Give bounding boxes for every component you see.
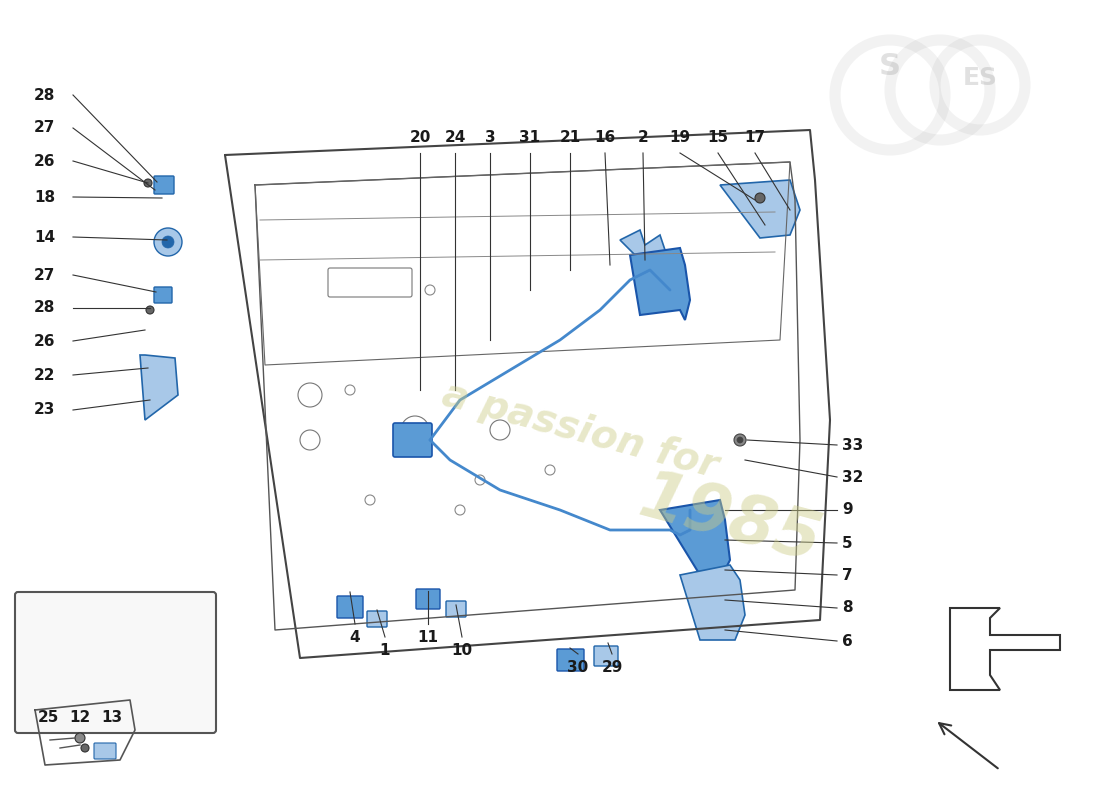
FancyBboxPatch shape	[416, 589, 440, 609]
FancyBboxPatch shape	[367, 611, 387, 627]
Polygon shape	[660, 500, 730, 580]
Text: 1: 1	[379, 643, 390, 658]
Text: 5: 5	[842, 535, 852, 550]
Text: a passion for: a passion for	[438, 375, 722, 485]
Text: 28: 28	[34, 301, 55, 315]
FancyBboxPatch shape	[446, 601, 466, 617]
Text: 16: 16	[594, 130, 616, 145]
Text: 8: 8	[842, 601, 852, 615]
Text: 12: 12	[69, 710, 90, 726]
Text: ES: ES	[962, 66, 998, 90]
FancyBboxPatch shape	[154, 287, 172, 303]
FancyBboxPatch shape	[154, 176, 174, 194]
Text: 26: 26	[33, 154, 55, 169]
Circle shape	[755, 193, 764, 203]
Text: S: S	[879, 52, 901, 81]
Text: 30: 30	[568, 660, 588, 675]
Text: 26: 26	[33, 334, 55, 349]
Circle shape	[162, 236, 174, 248]
Text: 19: 19	[670, 130, 691, 145]
Circle shape	[146, 306, 154, 314]
Text: 6: 6	[842, 634, 852, 649]
Text: 27: 27	[34, 121, 55, 135]
Text: 11: 11	[418, 630, 439, 645]
Text: 14: 14	[34, 230, 55, 245]
Text: 15: 15	[707, 130, 728, 145]
Text: 4: 4	[350, 630, 361, 645]
Text: 20: 20	[409, 130, 431, 145]
FancyBboxPatch shape	[393, 423, 432, 457]
Text: 28: 28	[34, 87, 55, 102]
Circle shape	[734, 434, 746, 446]
Text: 13: 13	[101, 710, 122, 726]
FancyBboxPatch shape	[594, 646, 618, 666]
Text: 10: 10	[451, 643, 473, 658]
Text: 32: 32	[842, 470, 864, 485]
FancyBboxPatch shape	[15, 592, 216, 733]
Polygon shape	[630, 248, 690, 320]
Text: 2: 2	[638, 130, 648, 145]
Polygon shape	[680, 565, 745, 640]
Circle shape	[154, 228, 182, 256]
Text: 1985: 1985	[631, 464, 828, 576]
Text: 9: 9	[842, 502, 852, 518]
Circle shape	[81, 744, 89, 752]
Polygon shape	[140, 355, 178, 420]
Text: 27: 27	[34, 267, 55, 282]
Text: 7: 7	[842, 567, 852, 582]
Polygon shape	[720, 180, 800, 238]
FancyBboxPatch shape	[337, 596, 363, 618]
Text: 33: 33	[842, 438, 864, 453]
Text: 25: 25	[37, 710, 58, 726]
Text: 22: 22	[33, 367, 55, 382]
Text: 29: 29	[602, 660, 623, 675]
Text: 23: 23	[34, 402, 55, 418]
Text: 3: 3	[485, 130, 495, 145]
Circle shape	[144, 179, 152, 187]
FancyBboxPatch shape	[557, 649, 584, 671]
Polygon shape	[620, 230, 670, 280]
FancyBboxPatch shape	[94, 743, 115, 759]
Text: 18: 18	[34, 190, 55, 205]
Text: 21: 21	[560, 130, 581, 145]
Text: 17: 17	[745, 130, 766, 145]
Circle shape	[737, 437, 742, 443]
Text: 24: 24	[444, 130, 465, 145]
Text: 31: 31	[519, 130, 540, 145]
Circle shape	[75, 733, 85, 743]
